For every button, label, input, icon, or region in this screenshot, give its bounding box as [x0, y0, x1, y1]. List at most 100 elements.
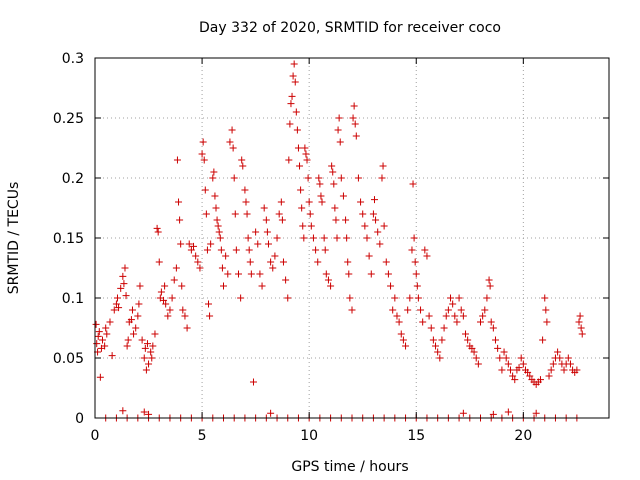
data-point — [477, 318, 484, 326]
data-point — [359, 210, 367, 218]
data-point — [231, 210, 239, 218]
data-point — [179, 306, 187, 314]
data-point — [106, 318, 114, 326]
data-point — [117, 284, 125, 292]
data-point — [376, 240, 384, 248]
data-point — [379, 162, 387, 170]
data-point — [302, 150, 310, 158]
data-point — [198, 150, 206, 158]
data-point — [237, 294, 245, 302]
data-point — [547, 366, 555, 374]
data-point — [121, 264, 129, 272]
data-point — [470, 348, 478, 356]
data-point — [220, 282, 227, 290]
data-point — [506, 366, 514, 374]
data-point — [108, 352, 116, 360]
data-point — [122, 292, 130, 300]
data-point — [214, 222, 222, 230]
data-point — [442, 312, 450, 320]
data-point — [110, 306, 118, 314]
data-point — [541, 294, 549, 302]
data-point — [402, 342, 410, 350]
data-point — [160, 296, 168, 304]
data-point — [103, 330, 111, 338]
data-point — [292, 108, 300, 116]
data-point — [262, 216, 270, 224]
data-point — [474, 360, 482, 368]
data-point — [312, 246, 320, 254]
data-point — [140, 354, 148, 362]
data-point — [517, 354, 525, 362]
data-point — [427, 324, 435, 332]
data-point — [575, 318, 583, 326]
x-tick-label: 15 — [407, 428, 425, 444]
y-tick-label: 0.15 — [53, 231, 84, 247]
data-point — [491, 336, 499, 344]
data-point — [205, 300, 213, 308]
data-point — [487, 318, 495, 326]
data-point — [264, 240, 272, 248]
data-point — [318, 198, 326, 206]
data-point — [289, 72, 297, 80]
data-point — [545, 372, 553, 380]
data-point — [95, 328, 103, 336]
x-tick-label: 0 — [91, 428, 100, 444]
data-point — [230, 174, 238, 182]
data-point — [542, 306, 550, 314]
data-point — [136, 282, 144, 290]
data-point — [244, 234, 252, 242]
data-point — [216, 234, 224, 242]
data-point — [199, 138, 207, 146]
data-point — [151, 330, 159, 338]
data-point — [444, 306, 452, 314]
x-axis-label: GPS time / hours — [291, 459, 408, 475]
data-point — [210, 168, 218, 176]
data-point — [119, 272, 127, 280]
data-point — [130, 330, 138, 338]
data-point — [154, 228, 162, 236]
data-point — [209, 174, 217, 182]
data-point — [247, 270, 255, 278]
data-point — [307, 222, 315, 230]
data-point — [363, 234, 371, 242]
data-point — [132, 324, 140, 332]
data-point — [434, 348, 442, 356]
data-point — [409, 180, 417, 188]
data-point — [196, 264, 204, 272]
data-point — [200, 156, 208, 164]
data-point — [348, 306, 356, 314]
chart-title: Day 332 of 2020, SRMTID for receiver coc… — [199, 20, 501, 36]
y-tick-label: 0.2 — [62, 171, 84, 187]
data-point — [536, 376, 544, 384]
data-point — [429, 336, 437, 344]
data-point — [578, 330, 586, 338]
data-point — [287, 100, 295, 108]
data-point — [455, 294, 463, 302]
data-point — [346, 294, 354, 302]
data-point — [412, 270, 420, 278]
data-point — [127, 316, 135, 324]
data-point — [504, 360, 512, 368]
data-point — [155, 258, 163, 266]
data-point — [161, 282, 169, 290]
data-point — [321, 246, 329, 254]
data-point — [316, 180, 324, 188]
data-point — [242, 198, 250, 206]
data-point — [404, 306, 412, 314]
data-point — [294, 144, 302, 152]
data-point — [566, 360, 574, 368]
data-point — [449, 300, 457, 308]
data-point — [372, 216, 380, 224]
data-point — [472, 354, 480, 362]
data-point — [273, 234, 281, 242]
data-point — [374, 228, 382, 236]
data-point — [279, 258, 287, 266]
data-point — [148, 354, 156, 362]
data-point — [417, 306, 425, 314]
data-point — [339, 192, 347, 200]
data-point — [314, 258, 322, 266]
data-point — [369, 210, 377, 218]
data-point — [515, 364, 523, 372]
data-point — [315, 174, 323, 182]
data-point — [203, 246, 211, 254]
